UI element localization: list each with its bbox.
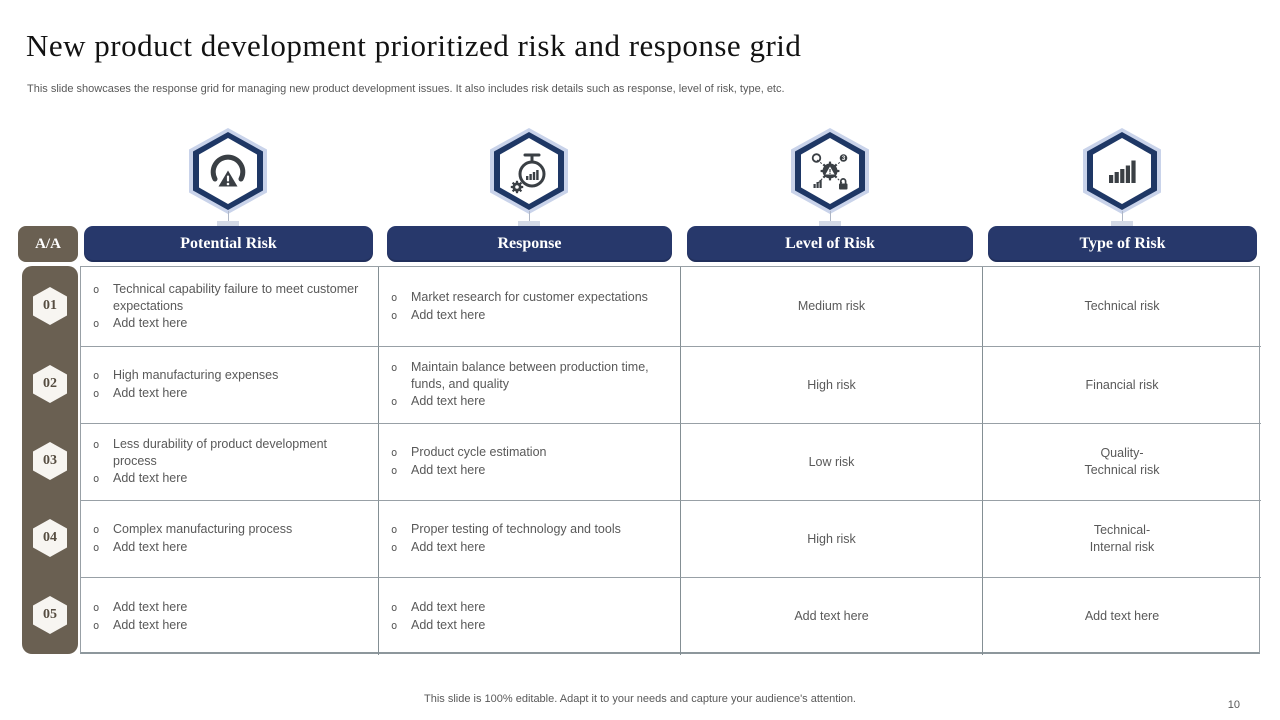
bullet-item: o Add text here [391,617,485,635]
cell-potential-risk-5[interactable]: o Add text here o Add text here [81,578,379,655]
hex-badge-level-of-risk[interactable]: 3 [791,128,869,214]
cell-level-of-risk-4[interactable]: High risk [681,501,983,578]
risk-response-table: o Technical capability failure to meet cu… [80,266,1261,655]
cell-level-of-risk-5[interactable]: Add text here [681,578,983,655]
bullet-marker: o [391,619,398,632]
bullet-marker: o [391,309,398,322]
bullet-item: o Maintain balance between production tim… [391,360,649,391]
bullet-item: o Product cycle estimation [391,444,546,462]
column-header-type-of-risk[interactable]: Type of Risk [988,226,1257,262]
bullet-marker: o [93,317,100,330]
bullet-item: o Technical capability failure to meet cu… [93,281,359,313]
cell-response-1[interactable]: o Market research for customer expectatio… [379,267,681,347]
cell-type-of-risk-4[interactable]: Technical- Internal risk [983,501,1261,578]
row-number-strip: 01 02 03 04 05 [22,266,78,654]
bullet-item: o Add text here [93,617,187,635]
bullet-item: o Add text here [391,462,546,480]
corner-badge[interactable]: A/A [18,226,78,262]
cell-type-of-risk-3[interactable]: Quality- Technical risk [983,424,1261,501]
bullet-item: o Add text here [93,470,368,488]
bullet-marker: o [93,524,100,536]
bullet-marker: o [391,291,398,304]
cell-type-of-risk-1[interactable]: Technical risk [983,267,1261,347]
bullet-marker: o [93,439,100,451]
page-title[interactable]: New product development prioritized risk… [26,28,802,63]
bullet-marker: o [391,447,398,459]
cell-potential-risk-2[interactable]: o High manufacturing expenses o Add text h… [81,347,379,424]
cell-potential-risk-3[interactable]: o Less durability of product development … [81,424,379,501]
bullet-marker: o [391,524,398,536]
slide-subtitle[interactable]: This slide showcases the response grid f… [27,83,785,95]
svg-text:3: 3 [842,156,846,162]
column-header-level-of-risk[interactable]: Level of Risk [687,226,973,262]
cell-response-5[interactable]: o Add text here o Add text here [379,578,681,655]
row-number-hex[interactable]: 05 [33,596,67,634]
bullet-marker: o [93,388,100,400]
bullet-item: o Less durability of product development … [93,437,328,468]
cell-type-of-risk-2[interactable]: Financial risk [983,347,1261,424]
row-number-hex[interactable]: 04 [33,519,67,557]
stopwatch-gear-icon [505,147,553,195]
column-header-potential-risk[interactable]: Potential Risk [84,226,373,262]
hex-badge-potential-risk[interactable] [189,128,267,214]
bullet-marker: o [93,542,100,554]
cell-level-of-risk-1[interactable]: Medium risk [681,267,983,347]
bullet-marker: o [391,465,398,477]
cell-type-of-risk-5[interactable]: Add text here [1084,609,1160,624]
bullet-item: o High manufacturing expenses [93,367,278,385]
bullet-marker: o [391,542,398,554]
row-number-hex[interactable]: 02 [33,365,67,403]
bullet-marker: o [93,473,100,485]
bullet-item: o Add text here [391,307,648,325]
bullet-item: o Add text here [93,315,368,333]
bullet-marker: o [391,601,398,614]
connector-notch [518,221,540,228]
hex-badge-response[interactable] [490,128,568,214]
connector-notch [217,221,239,228]
cell-level-of-risk-2[interactable]: High risk [681,347,983,424]
connector-line [830,211,831,227]
bullet-marker: o [391,362,398,374]
page-number: 10 [1227,699,1240,711]
bullet-item: o Proper testing of technology and tools [391,521,621,539]
bullet-item: o Market research for customer expectatio… [391,289,648,307]
footer-note: This slide is 100% editable. Adapt it to… [424,693,856,705]
bullet-marker: o [93,619,100,632]
connector-notch [1111,221,1133,228]
bullet-marker: o [391,396,398,408]
hex-badge-type-of-risk[interactable] [1083,128,1161,214]
bullet-item: o Add text here [391,539,621,557]
bullet-item: o Add text here [93,539,292,557]
bullet-item: o Add text here [93,385,278,403]
bullet-item: o Add text here [391,599,485,617]
column-header-response[interactable]: Response [387,226,672,262]
bullet-marker: o [93,283,100,296]
bullet-item: o Add text here [93,599,187,617]
bullet-marker: o [93,601,100,614]
row-number-hex[interactable]: 03 [33,442,67,480]
cell-potential-risk-1[interactable]: o Technical capability failure to meet cu… [81,267,379,347]
bullet-item: o Add text here [391,393,670,411]
connector-notch [819,221,841,228]
cell-response-3[interactable]: o Product cycle estimation o Add text here [379,424,681,501]
bullet-marker: o [93,370,100,382]
cell-response-4[interactable]: o Proper testing of technology and tools … [379,501,681,578]
connector-line [529,211,530,227]
row-number-hex[interactable]: 01 [33,287,67,325]
connector-line [228,211,229,227]
cell-response-2[interactable]: o Maintain balance between production tim… [379,347,681,424]
cell-potential-risk-4[interactable]: o Complex manufacturing process o Add text… [81,501,379,578]
bullet-item: o Complex manufacturing process [93,521,292,539]
cell-level-of-risk-3[interactable]: Low risk [681,424,983,501]
risk-gauge-warning-icon [204,147,252,195]
growth-bar-chart-icon [1098,147,1146,195]
connector-line [1122,211,1123,227]
risk-process-gear-icon: 3 [806,147,854,195]
